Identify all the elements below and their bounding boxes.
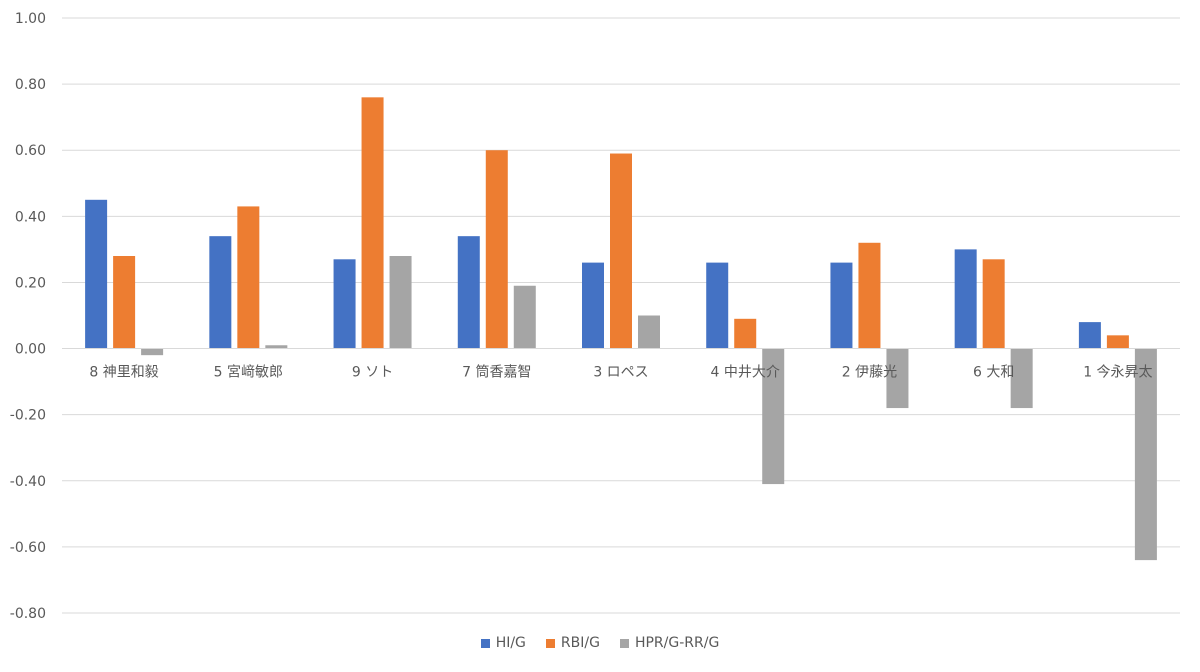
legend-swatch: [545, 638, 555, 648]
y-tick-label: 0.60: [15, 143, 46, 159]
bar: [85, 199, 108, 349]
legend-label: RBI/G: [560, 635, 600, 651]
x-tick-label: 8 神里和毅: [89, 364, 158, 381]
bar: [1010, 348, 1033, 409]
bar: [457, 236, 480, 349]
bar: [209, 236, 232, 349]
legend-item: HPR/G-RR/G: [619, 635, 720, 651]
bar: [830, 262, 853, 349]
bar: [762, 348, 785, 485]
x-tick-label: 9 ソト: [352, 365, 393, 381]
legend-swatch: [480, 638, 490, 648]
bar: [982, 259, 1005, 349]
x-tick-label: 2 伊藤光: [842, 365, 897, 381]
bar: [858, 242, 881, 349]
bar: [1134, 348, 1157, 561]
legend-label: HPR/G-RR/G: [634, 635, 720, 651]
bar: [1078, 322, 1101, 349]
bar: [361, 97, 384, 349]
x-tick-label: 4 中井大介: [711, 365, 780, 381]
x-tick-label: 7 筒香嘉智: [462, 364, 531, 381]
bar: [237, 206, 260, 349]
y-tick-label: -0.40: [10, 474, 46, 490]
bar: [638, 315, 660, 349]
bar: [706, 262, 729, 349]
bar: [141, 348, 164, 356]
x-tick-label: 3 ロペス: [593, 365, 648, 381]
bar: [954, 249, 977, 349]
legend-item: RBI/G: [545, 635, 600, 651]
y-tick-label: 0.20: [15, 275, 46, 291]
x-tick-label: 1 今永昇太: [1083, 365, 1152, 381]
y-tick-label: 0.40: [15, 209, 46, 225]
bar: [265, 345, 288, 349]
bar: [610, 153, 632, 349]
y-tick-label: 0.80: [15, 77, 46, 93]
y-tick-label: 0.00: [15, 342, 46, 358]
y-tick-label: -0.20: [10, 408, 46, 424]
bar: [333, 259, 356, 349]
x-tick-label: 6 大和: [973, 365, 1014, 381]
bar: [513, 285, 536, 349]
bar: [734, 318, 757, 349]
bar: [886, 348, 909, 409]
y-tick-label: -0.80: [10, 606, 46, 622]
legend-item: HI/G: [480, 635, 526, 651]
y-tick-label: 1.00: [15, 11, 46, 27]
legend-swatch: [619, 638, 629, 648]
y-tick-label: -0.60: [10, 540, 46, 556]
bar: [389, 256, 412, 349]
bar: [582, 262, 604, 349]
legend-label: HI/G: [495, 635, 526, 651]
bar: [1106, 335, 1129, 349]
bar: [113, 256, 136, 349]
bar: [485, 150, 508, 349]
x-tick-label: 5 宮﨑敏郎: [214, 365, 283, 381]
legend: HI/G RBI/G HPR/G-RR/G: [0, 635, 1200, 651]
